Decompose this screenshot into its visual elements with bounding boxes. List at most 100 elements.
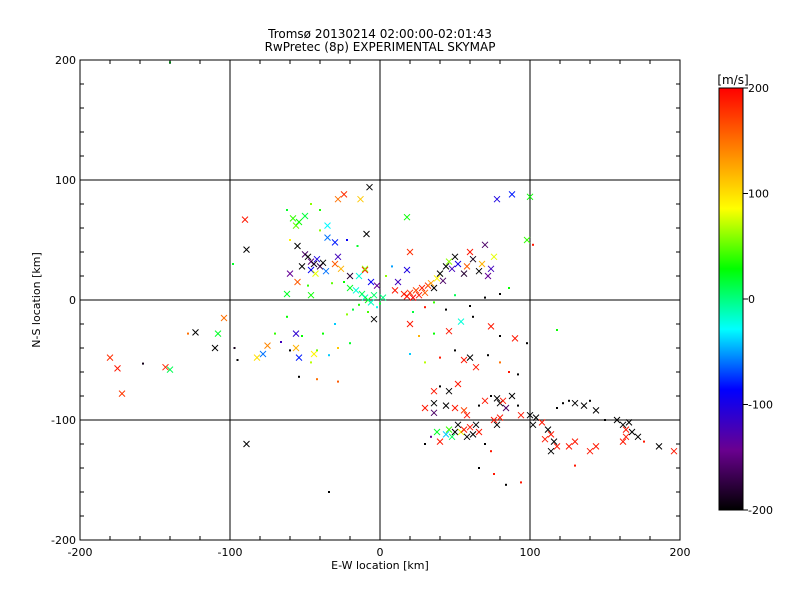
data-point-x <box>357 195 364 203</box>
data-point-x <box>433 428 441 436</box>
data-point-dot <box>322 332 324 335</box>
data-point-dot <box>562 402 564 405</box>
data-point-x <box>421 289 429 297</box>
data-point-x <box>448 265 456 273</box>
data-point-x <box>361 266 369 274</box>
data-point-x <box>406 320 414 328</box>
data-point-x <box>301 212 309 220</box>
data-point-x <box>550 438 558 445</box>
data-point-x <box>544 426 552 433</box>
data-point-x <box>243 440 250 448</box>
data-point-x <box>541 435 549 443</box>
data-point-dot <box>643 440 645 443</box>
data-point-x <box>487 323 495 330</box>
data-point-dot <box>412 311 414 313</box>
data-point-x <box>460 426 468 433</box>
colorbar-ticks: 200 100 0 -100 -200 <box>743 82 773 517</box>
data-point-x <box>421 404 429 412</box>
data-point-x <box>571 399 579 407</box>
data-point-x <box>475 428 483 436</box>
data-point-x <box>445 387 453 395</box>
data-point-x <box>346 284 354 292</box>
data-point-x <box>469 431 477 438</box>
data-point-x <box>334 253 342 261</box>
data-point-x <box>553 443 561 450</box>
data-point-dot <box>319 209 321 211</box>
data-point-dot <box>289 349 291 352</box>
data-point-x <box>475 267 483 275</box>
data-point-x <box>442 402 450 409</box>
data-point-x <box>430 399 438 407</box>
data-point-dot <box>505 483 507 486</box>
data-point-x <box>294 242 301 250</box>
data-point-x <box>571 438 579 445</box>
y-tick-label: 0 <box>69 294 76 307</box>
data-point-x <box>451 428 459 436</box>
data-point-x <box>478 260 486 268</box>
data-point-x <box>487 265 495 273</box>
data-point-x <box>289 215 297 222</box>
data-point-x <box>367 299 375 306</box>
data-point-x <box>463 411 471 419</box>
data-point-x <box>366 183 373 191</box>
data-point-x <box>484 272 492 280</box>
data-point-x <box>370 291 378 299</box>
y-axis-label: N-S location [km] <box>30 252 43 348</box>
data-point-dot <box>526 342 528 345</box>
data-point-x <box>451 253 459 261</box>
data-point-x <box>625 419 633 426</box>
data-point-x <box>106 354 114 361</box>
data-point-x <box>286 270 294 277</box>
data-point-x <box>670 447 678 455</box>
data-point-x <box>259 350 267 358</box>
data-point-x <box>493 421 501 429</box>
data-point-dot <box>316 349 318 352</box>
data-point-x <box>439 277 447 285</box>
data-point-x <box>346 272 354 280</box>
data-point-dot <box>337 380 339 383</box>
data-point-dot <box>424 361 426 364</box>
data-point-dot <box>232 263 234 265</box>
data-point-dot <box>316 378 318 381</box>
data-point-x <box>307 291 315 299</box>
data-point-dot <box>439 356 441 359</box>
data-point-x <box>472 421 480 429</box>
data-point-x <box>442 263 450 270</box>
data-point-dot <box>454 349 456 352</box>
data-point-x <box>220 314 228 322</box>
data-point-x <box>532 414 540 421</box>
data-point-x <box>370 315 378 323</box>
data-point-x <box>319 259 327 267</box>
data-point-dot <box>187 332 189 335</box>
data-point-x <box>448 433 456 441</box>
data-point-dot <box>349 342 351 345</box>
chart-title: Tromsø 20130214 02:00:00-02:01:43 <box>267 27 492 41</box>
data-point-x <box>352 287 360 294</box>
data-point-dot <box>358 303 360 306</box>
data-point-dot <box>499 293 501 295</box>
data-point-x <box>427 279 435 287</box>
data-point-x <box>340 191 348 198</box>
data-point-dot <box>433 332 435 335</box>
data-point-x <box>592 443 600 450</box>
data-point-x <box>367 278 375 286</box>
data-point-x <box>118 390 126 397</box>
data-point-dot <box>433 301 435 304</box>
data-point-x <box>436 438 444 445</box>
data-point-dot <box>469 305 471 307</box>
data-point-x <box>508 191 516 198</box>
x-axis-label: E-W location [km] <box>331 559 429 572</box>
data-point-x <box>454 380 462 388</box>
data-point-x <box>211 344 219 352</box>
data-point-dot <box>445 308 447 311</box>
data-point-x <box>324 222 331 229</box>
data-point-x <box>241 216 249 223</box>
data-point-x <box>307 266 315 274</box>
data-point-x <box>243 246 250 253</box>
data-point-dot <box>589 399 591 402</box>
data-point-dot <box>331 282 333 285</box>
x-tick-label: 100 <box>520 546 541 559</box>
data-point-dot <box>604 419 606 421</box>
data-point-dot <box>484 443 486 445</box>
data-point-x <box>466 248 474 256</box>
